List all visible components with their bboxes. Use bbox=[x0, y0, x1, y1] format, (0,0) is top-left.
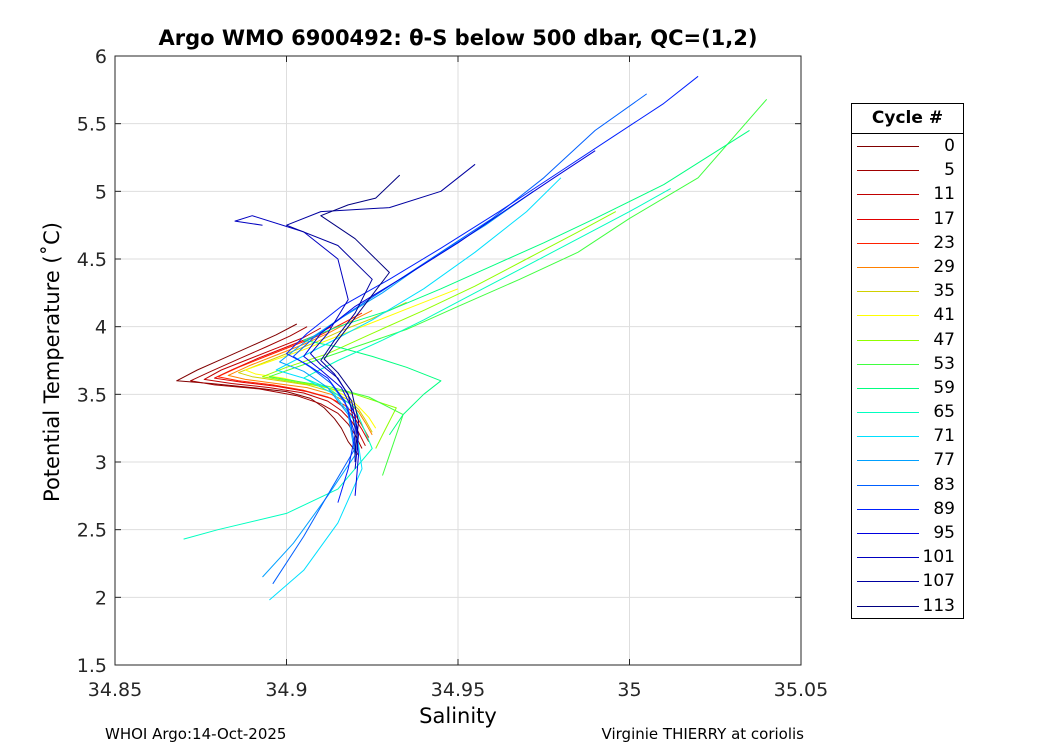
legend-label: 11 bbox=[933, 184, 955, 204]
legend-swatch bbox=[857, 364, 919, 365]
legend-swatch bbox=[857, 194, 919, 195]
legend-label: 107 bbox=[923, 571, 955, 591]
x-tick-label: 34.85 bbox=[88, 679, 142, 701]
legend-label: 113 bbox=[923, 596, 955, 616]
legend-label: 5 bbox=[944, 160, 955, 180]
legend-item-107: 107 bbox=[852, 569, 963, 593]
legend-swatch bbox=[857, 509, 919, 510]
y-tick-label: 3.5 bbox=[77, 384, 107, 406]
legend-title: Cycle # bbox=[852, 104, 963, 134]
y-tick-label: 6 bbox=[95, 46, 107, 68]
legend-swatch bbox=[857, 243, 919, 244]
legend: Cycle # 0 5 11 17 23 29 35 41 47 53 59 65 71 77 83 89 95… bbox=[851, 103, 964, 619]
legend-swatch bbox=[857, 219, 919, 220]
legend-item-77: 77 bbox=[852, 448, 963, 472]
legend-swatch bbox=[857, 533, 919, 534]
legend-swatch bbox=[857, 170, 919, 171]
legend-label: 89 bbox=[933, 499, 955, 519]
legend-swatch bbox=[857, 340, 919, 341]
y-tick-label: 4.5 bbox=[77, 249, 107, 271]
legend-item-53: 53 bbox=[852, 352, 963, 376]
y-tick-label: 3 bbox=[95, 452, 107, 474]
legend-label: 59 bbox=[933, 378, 955, 398]
legend-item-71: 71 bbox=[852, 424, 963, 448]
legend-item-95: 95 bbox=[852, 521, 963, 545]
legend-item-41: 41 bbox=[852, 303, 963, 327]
legend-label: 53 bbox=[933, 354, 955, 374]
y-tick-label: 5.5 bbox=[77, 114, 107, 136]
x-tick-label: 35 bbox=[617, 679, 641, 701]
y-tick-label: 1.5 bbox=[77, 655, 107, 677]
legend-label: 95 bbox=[933, 523, 955, 543]
y-tick-label: 5 bbox=[95, 181, 107, 203]
legend-label: 71 bbox=[933, 426, 955, 446]
legend-swatch bbox=[857, 388, 919, 389]
legend-item-47: 47 bbox=[852, 328, 963, 352]
legend-item-89: 89 bbox=[852, 497, 963, 521]
legend-items: 0 5 11 17 23 29 35 41 47 53 59 65 71 77 83 89 95 101 107 11… bbox=[852, 134, 963, 618]
legend-item-29: 29 bbox=[852, 255, 963, 279]
footer-right: Virginie THIERRY at coriolis bbox=[602, 725, 804, 743]
legend-label: 77 bbox=[933, 450, 955, 470]
legend-swatch bbox=[857, 606, 919, 607]
legend-item-35: 35 bbox=[852, 279, 963, 303]
legend-label: 0 bbox=[944, 136, 955, 156]
legend-swatch bbox=[857, 436, 919, 437]
legend-item-65: 65 bbox=[852, 400, 963, 424]
footer-left: WHOI Argo:14-Oct-2025 bbox=[105, 725, 286, 743]
legend-item-101: 101 bbox=[852, 545, 963, 569]
legend-label: 41 bbox=[933, 305, 955, 325]
legend-label: 65 bbox=[933, 402, 955, 422]
legend-label: 35 bbox=[933, 281, 955, 301]
legend-label: 47 bbox=[933, 330, 955, 350]
legend-item-5: 5 bbox=[852, 158, 963, 182]
legend-swatch bbox=[857, 485, 919, 486]
legend-swatch bbox=[857, 460, 919, 461]
legend-item-11: 11 bbox=[852, 182, 963, 206]
legend-swatch bbox=[857, 267, 919, 268]
legend-label: 29 bbox=[933, 257, 955, 277]
legend-label: 101 bbox=[923, 547, 955, 567]
y-tick-label: 2 bbox=[95, 587, 107, 609]
legend-swatch bbox=[857, 581, 919, 582]
legend-swatch bbox=[857, 315, 919, 316]
legend-label: 83 bbox=[933, 475, 955, 495]
chart-title: Argo WMO 6900492: θ-S below 500 dbar, QC… bbox=[115, 26, 801, 50]
legend-item-83: 83 bbox=[852, 473, 963, 497]
legend-item-23: 23 bbox=[852, 231, 963, 255]
legend-label: 23 bbox=[933, 233, 955, 253]
legend-item-113: 113 bbox=[852, 594, 963, 618]
x-tick-label: 34.9 bbox=[265, 679, 307, 701]
legend-swatch bbox=[857, 412, 919, 413]
legend-item-0: 0 bbox=[852, 134, 963, 158]
legend-swatch bbox=[857, 557, 919, 558]
y-tick-label: 2.5 bbox=[77, 520, 107, 542]
x-tick-label: 34.95 bbox=[431, 679, 485, 701]
legend-item-59: 59 bbox=[852, 376, 963, 400]
legend-swatch bbox=[857, 146, 919, 147]
y-tick-label: 4 bbox=[95, 317, 107, 339]
legend-swatch bbox=[857, 291, 919, 292]
legend-item-17: 17 bbox=[852, 207, 963, 231]
legend-label: 17 bbox=[933, 209, 955, 229]
y-axis-label: Potential Temperature (˚C) bbox=[40, 222, 64, 502]
x-tick-label: 35.05 bbox=[774, 679, 828, 701]
